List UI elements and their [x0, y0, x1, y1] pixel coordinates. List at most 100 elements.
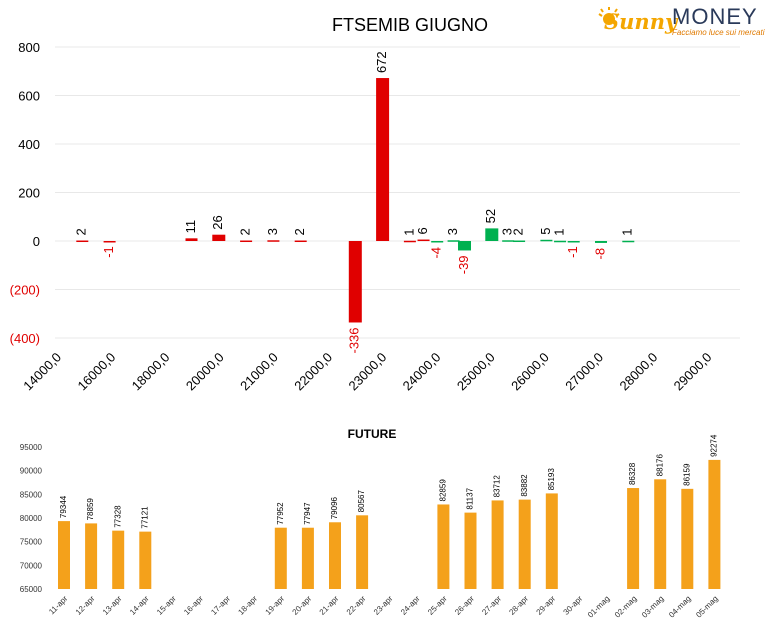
bar — [485, 228, 499, 241]
bar — [348, 241, 362, 323]
bar — [139, 531, 152, 589]
data-label: 26 — [210, 215, 225, 229]
bar — [301, 527, 314, 589]
y-tick-label: (200) — [10, 283, 40, 298]
ftsemib-chart: FTSEMIB GIUGNO 800 600 400 200 0 (200) (400) 2… — [10, 15, 740, 394]
data-label: 3 — [445, 228, 460, 235]
x-tick-label: 23000,0 — [345, 350, 389, 394]
data-label: 92274 — [710, 434, 719, 457]
bar — [540, 239, 553, 242]
data-label: 3 — [265, 228, 280, 235]
x-tick-label: 24000,0 — [400, 350, 444, 394]
data-label: -39 — [456, 255, 471, 274]
x-tick-label: 02-mag — [613, 594, 639, 620]
data-label: 672 — [374, 51, 389, 73]
bar — [513, 240, 526, 243]
data-label: 83882 — [520, 474, 529, 497]
x-tick-label: 28-apr — [507, 594, 530, 617]
bar — [627, 488, 640, 589]
data-label: 80567 — [357, 490, 366, 513]
data-label: 52 — [483, 209, 498, 223]
bar — [212, 234, 226, 241]
data-label: 77952 — [276, 502, 285, 525]
data-label: -1 — [101, 246, 116, 258]
x-tick-label: 29-apr — [534, 594, 557, 617]
bar — [595, 241, 607, 243]
data-label: 86159 — [682, 463, 691, 486]
data-label: 5 — [538, 228, 553, 235]
x-tick-label: 13-apr — [101, 594, 124, 617]
data-label: -1 — [565, 246, 580, 258]
bar — [708, 459, 721, 589]
bar — [267, 240, 280, 242]
x-tick-label: 27-apr — [480, 594, 503, 617]
bar — [76, 240, 89, 243]
data-label: 85193 — [547, 468, 556, 491]
bar — [622, 240, 635, 243]
bar — [294, 240, 307, 243]
sun-icon — [598, 7, 620, 25]
bar — [545, 493, 558, 589]
x-tick-label: 19-apr — [263, 594, 286, 617]
x-tick-label: 14-apr — [128, 594, 151, 617]
bar — [431, 241, 444, 243]
y-tick-label: 95000 — [20, 443, 43, 452]
x-tick-label: 21000,0 — [237, 350, 281, 394]
bar — [356, 515, 369, 589]
data-label: 2 — [238, 228, 253, 235]
x-tick-label: 29000,0 — [671, 350, 715, 394]
data-label: 2 — [74, 228, 89, 235]
y-tick-label: 90000 — [20, 467, 43, 476]
data-label: 82859 — [439, 479, 448, 502]
data-label: 78859 — [86, 498, 95, 521]
data-label: 1 — [401, 229, 416, 236]
y-tick-label: 0 — [33, 234, 40, 249]
bar — [274, 527, 287, 589]
data-label: 2 — [511, 228, 526, 235]
sunny-money-logo: Sunny MONEY Facciamo luce sui mercati — [598, 4, 765, 37]
y-tick-label: 85000 — [20, 490, 43, 499]
data-label: 6 — [415, 227, 430, 234]
y-tick-label: 400 — [18, 137, 40, 152]
x-tick-label: 30-apr — [562, 594, 585, 617]
x-tick-label: 11-apr — [47, 594, 70, 617]
bar — [185, 238, 198, 241]
x-tick-label: 04-mag — [667, 594, 693, 620]
logo-text-sunny: Sunny — [604, 9, 679, 34]
x-tick-label: 22000,0 — [291, 350, 335, 394]
data-label: -8 — [592, 248, 607, 260]
data-label: 86328 — [628, 462, 637, 485]
logo-text-money: MONEY — [672, 4, 758, 29]
data-label: 77328 — [113, 505, 122, 528]
x-tick-label: 18000,0 — [129, 350, 173, 394]
bar — [518, 499, 531, 589]
y-tick-label: 800 — [18, 40, 40, 55]
data-label: -336 — [347, 327, 362, 353]
x-tick-label: 20-apr — [291, 594, 314, 617]
data-label: 88176 — [655, 454, 664, 477]
data-label: 1 — [620, 229, 635, 236]
x-tick-label: 21-apr — [318, 594, 341, 617]
data-label: 3 — [500, 228, 515, 235]
x-tick-label: 26000,0 — [508, 350, 552, 394]
bar — [464, 512, 477, 589]
bar — [103, 241, 116, 243]
bar — [554, 240, 567, 243]
y-tick-label: 600 — [18, 89, 40, 104]
bar — [437, 504, 450, 589]
x-tick-label: 24-apr — [399, 594, 422, 617]
data-label: 1 — [551, 229, 566, 236]
logo-tagline: Facciamo luce sui mercati — [672, 28, 765, 37]
x-tick-label: 26-apr — [453, 594, 476, 617]
x-tick-label: 15-apr — [155, 594, 178, 617]
y-tick-label: 65000 — [20, 585, 43, 594]
bar — [491, 500, 504, 589]
data-label: 81137 — [466, 487, 475, 509]
bar — [458, 241, 471, 251]
x-tick-label: 03-mag — [640, 594, 666, 620]
bar — [240, 240, 253, 243]
y-tick-label: 70000 — [20, 561, 43, 570]
bar — [417, 239, 430, 242]
bar — [329, 522, 341, 589]
x-tick-label: 25-apr — [426, 594, 449, 617]
